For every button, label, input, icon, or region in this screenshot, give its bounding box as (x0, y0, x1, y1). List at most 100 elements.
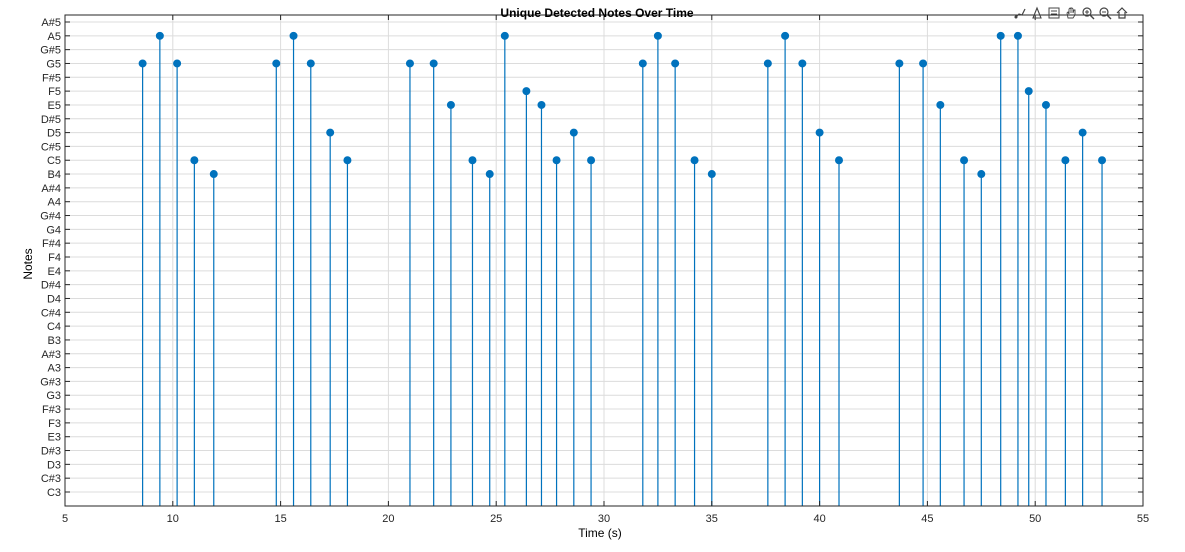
x-tick-label: 25 (490, 513, 502, 525)
x-tick-label: 35 (706, 513, 718, 525)
x-tick-label: 30 (598, 513, 610, 525)
data-tip-icon[interactable] (1029, 4, 1044, 22)
stem-marker (537, 100, 546, 109)
y-tick-label: G3 (46, 390, 61, 402)
stem-marker (653, 31, 662, 40)
stem-marker (343, 156, 352, 165)
stem-marker (895, 59, 904, 68)
stem-marker (1024, 87, 1033, 96)
stem-marker (707, 170, 716, 179)
y-tick-label: D4 (47, 293, 61, 305)
y-tick-label: F#5 (42, 72, 61, 84)
y-tick-label: B4 (48, 169, 61, 181)
stem-marker (173, 59, 182, 68)
stem-marker (1041, 100, 1050, 109)
grid-lines (65, 15, 1143, 506)
y-tick-label: A#5 (41, 17, 61, 29)
y-tick-label: E5 (48, 100, 61, 112)
x-axis-ticks: 5 10 15 20 25 30 35 40 45 50 55 (62, 15, 1149, 525)
stem-marker (1078, 128, 1087, 137)
x-tick-label: 40 (813, 513, 825, 525)
axes-toolbar (1012, 4, 1129, 24)
stem-marker (155, 31, 164, 40)
stem-marker (500, 31, 509, 40)
stem-marker (272, 59, 281, 68)
stem-marker (190, 156, 199, 165)
y-tick-label: G#5 (40, 45, 61, 57)
y-tick-label: D#3 (41, 446, 61, 458)
x-tick-label: 20 (382, 513, 394, 525)
stem-marker (996, 31, 1005, 40)
y-tick-label: C#3 (41, 473, 61, 485)
stem-marker (569, 128, 578, 137)
y-axis-label: Notes (21, 248, 35, 279)
y-tick-label: G4 (46, 224, 61, 236)
stem-marker (446, 100, 455, 109)
chart-title: Unique Detected Notes Over Time (500, 6, 693, 20)
zoom-in-icon[interactable] (1080, 4, 1095, 22)
stem-marker (468, 156, 477, 165)
stem-marker (671, 59, 680, 68)
home-icon[interactable] (1114, 4, 1129, 22)
stem-marker (405, 59, 414, 68)
stem-marker (638, 59, 647, 68)
stem-marker (781, 31, 790, 40)
brush-icon[interactable] (1012, 4, 1027, 22)
y-tick-label: F3 (48, 418, 61, 430)
stem-marker (138, 59, 147, 68)
stem-marker (1061, 156, 1070, 165)
x-tick-label: 45 (921, 513, 933, 525)
stem-marker (587, 156, 596, 165)
y-tick-label: A#3 (41, 349, 61, 361)
y-tick-label: F4 (48, 252, 61, 264)
stem-marker (306, 59, 315, 68)
stem-marker (326, 128, 335, 137)
y-tick-label: F#4 (42, 238, 61, 250)
x-tick-label: 15 (274, 513, 286, 525)
y-tick-label: G#4 (40, 211, 61, 223)
y-tick-label: G5 (46, 58, 61, 70)
stem-marker (798, 59, 807, 68)
y-tick-label: C#4 (41, 307, 61, 319)
y-tick-label: A4 (48, 197, 61, 209)
y-tick-label: C4 (47, 321, 61, 333)
y-tick-label: A5 (48, 31, 61, 43)
y-tick-label: A3 (48, 363, 61, 375)
y-tick-label: A#4 (41, 183, 61, 195)
y-tick-label: F#3 (42, 404, 61, 416)
stem-marker (289, 31, 298, 40)
stem-marker (522, 87, 531, 96)
x-tick-label: 55 (1137, 513, 1149, 525)
y-tick-label: E3 (48, 432, 61, 444)
stem-marker (960, 156, 969, 165)
y-tick-label: G#3 (40, 376, 61, 388)
y-tick-label: E4 (48, 266, 61, 278)
stem-marker (552, 156, 561, 165)
stem-marker (763, 59, 772, 68)
stem-marker (429, 59, 438, 68)
stem-marker (1098, 156, 1107, 165)
zoom-out-icon[interactable] (1097, 4, 1112, 22)
x-tick-label: 5 (62, 513, 68, 525)
x-axis-label: Time (s) (578, 526, 622, 540)
y-tick-label: C#5 (41, 141, 61, 153)
stem-marker (815, 128, 824, 137)
stem-marker (919, 59, 928, 68)
y-tick-label: C5 (47, 155, 61, 167)
stem-marker (690, 156, 699, 165)
stem-marker (209, 170, 218, 179)
stem-marker (936, 100, 945, 109)
stem-marker (485, 170, 494, 179)
y-tick-label: D#4 (41, 280, 61, 292)
x-tick-label: 10 (167, 513, 179, 525)
stem-marker (835, 156, 844, 165)
y-axis-ticks: C3 C#3 D3D#3 E3 F3 F#3 G3 G#3A3 A#3 B3 C4 C#4 D4D#4 E… (40, 17, 1143, 499)
pan-hand-icon[interactable] (1063, 4, 1078, 22)
y-tick-label: F5 (48, 86, 61, 98)
y-tick-label: D3 (47, 459, 61, 471)
legend-icon[interactable] (1046, 4, 1061, 22)
stem-series (138, 31, 1107, 506)
y-tick-label: D#5 (41, 114, 61, 126)
y-tick-label: D5 (47, 128, 61, 140)
